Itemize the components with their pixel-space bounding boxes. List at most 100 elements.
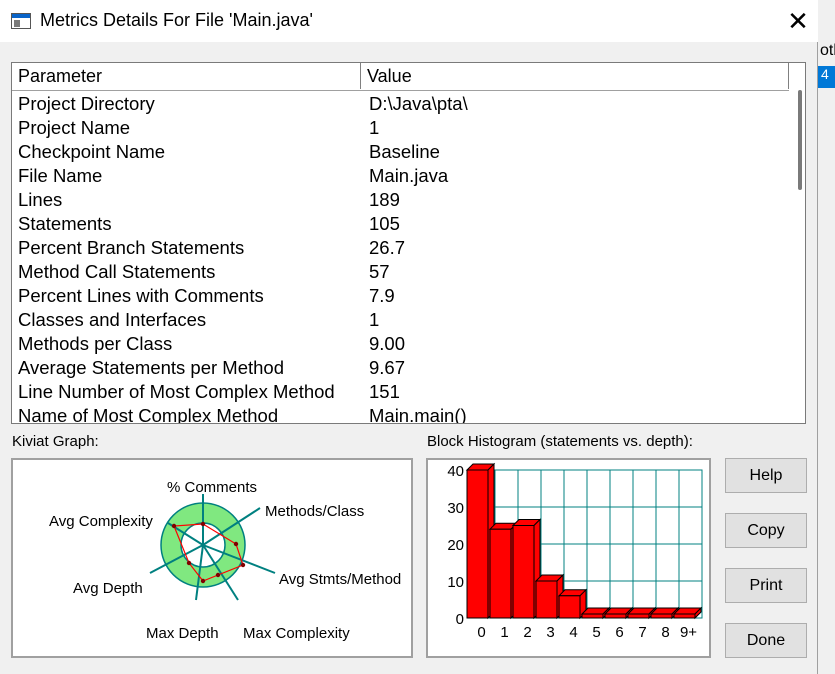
kiviat-graph-panel: % Comments Methods/Class Avg Stmts/Method M… — [11, 458, 413, 658]
column-header-parameter[interactable]: Parameter — [12, 63, 361, 89]
table-row[interactable]: File Name Main.java — [12, 164, 792, 188]
histogram-x-tick-label: 1 — [500, 624, 508, 641]
value-cell: 1 — [369, 309, 380, 330]
background-window-edge: otl 4 — [818, 0, 835, 674]
histogram-x-tick-label: 8 — [661, 624, 669, 641]
kiviat-axis-label: Max Complexity — [243, 625, 350, 642]
parameter-cell: Average Statements per Method — [18, 357, 285, 378]
metrics-table: Parameter Value Project Directory D:\Java… — [11, 62, 806, 424]
value-cell: Main.main() — [369, 405, 467, 424]
kiviat-axis — [149, 544, 204, 574]
value-cell: 151 — [369, 381, 400, 402]
parameter-cell: Percent Branch Statements — [18, 237, 245, 258]
kiviat-graph-label: Kiviat Graph: — [12, 433, 99, 450]
scrollbar-thumb[interactable] — [798, 90, 802, 190]
value-cell: 57 — [369, 261, 390, 282]
kiviat-metric-marker — [186, 560, 192, 566]
kiviat-metric-polygon — [173, 523, 244, 582]
histogram-bar — [650, 613, 673, 619]
kiviat-axis-label: Avg Depth — [73, 580, 143, 597]
parameter-cell: File Name — [18, 165, 103, 186]
table-row[interactable]: Method Call Statements 57 — [12, 260, 792, 284]
metrics-dialog: Metrics Details For File 'Main.java' ✕ P… — [0, 0, 818, 674]
value-cell: Baseline — [369, 141, 440, 162]
kiviat-metric-marker — [240, 562, 246, 568]
kiviat-axis — [202, 507, 261, 546]
table-row[interactable]: Statements 105 — [12, 212, 792, 236]
kiviat-axis-label: Avg Complexity — [49, 513, 153, 530]
kiviat-metric-marker — [200, 578, 206, 584]
value-cell: 9.00 — [369, 333, 406, 354]
table-row[interactable]: Average Statements per Method 9.67 — [12, 356, 792, 380]
close-button[interactable]: ✕ — [780, 6, 816, 36]
table-row[interactable]: Project Name 1 — [12, 116, 792, 140]
histogram-panel: 0 10 20 30 40 0 1 2 3 4 5 6 7 8 9+ — [426, 458, 711, 658]
title-bar: Metrics Details For File 'Main.java' ✕ — [0, 0, 818, 42]
histogram-x-tick-label: 0 — [477, 624, 485, 641]
histogram-bar — [604, 613, 627, 619]
parameter-cell: Lines — [18, 189, 63, 210]
parameter-cell: Checkpoint Name — [18, 141, 166, 162]
histogram-x-tick-label: 6 — [615, 624, 623, 641]
table-header: Parameter Value — [12, 63, 789, 91]
window-app-icon — [11, 13, 31, 29]
kiviat-axis — [202, 544, 239, 601]
value-cell: 7.9 — [369, 285, 395, 306]
vertical-scrollbar[interactable] — [793, 63, 805, 423]
parameter-cell: Method Call Statements — [18, 261, 216, 282]
table-row[interactable]: Methods per Class 9.00 — [12, 332, 792, 356]
histogram-x-tick-label: 7 — [638, 624, 646, 641]
table-row[interactable]: Percent Branch Statements 26.7 — [12, 236, 792, 260]
parameter-cell: Project Directory — [18, 93, 155, 114]
histogram-bar — [489, 528, 512, 619]
histogram-x-tick-label: 5 — [592, 624, 600, 641]
table-row[interactable]: Percent Lines with Comments 7.9 — [12, 284, 792, 308]
kiviat-axis-label: Max Depth — [146, 625, 219, 642]
kiviat-axis-label: Avg Stmts/Method — [279, 571, 401, 588]
copy-button[interactable]: Copy — [725, 513, 807, 548]
table-row[interactable]: Lines 189 — [12, 188, 792, 212]
histogram-x-tick-label: 9+ — [680, 624, 697, 641]
histogram-bar — [535, 580, 558, 619]
kiviat-metric-marker — [233, 541, 239, 547]
kiviat-axis-label: Methods/Class — [265, 503, 364, 520]
histogram-label: Block Histogram (statements vs. depth): — [427, 433, 693, 450]
parameter-cell: Methods per Class — [18, 333, 173, 354]
parameter-cell: Line Number of Most Complex Method — [18, 381, 335, 402]
table-row[interactable]: Project Directory D:\Java\pta\ — [12, 92, 792, 116]
help-button[interactable]: Help — [725, 458, 807, 493]
kiviat-axis — [202, 544, 276, 574]
histogram-bar — [627, 613, 650, 619]
window-title: Metrics Details For File 'Main.java' — [40, 10, 313, 30]
table-row[interactable]: Classes and Interfaces 1 — [12, 308, 792, 332]
table-row[interactable]: Line Number of Most Complex Method 151 — [12, 380, 792, 404]
kiviat-metric-marker — [200, 521, 206, 527]
kiviat-axis — [195, 544, 204, 601]
table-row[interactable]: Checkpoint Name Baseline — [12, 140, 792, 164]
parameter-cell: Project Name — [18, 117, 131, 138]
column-header-value[interactable]: Value — [361, 63, 789, 89]
value-cell: Main.java — [369, 165, 449, 186]
kiviat-metric-marker — [215, 572, 221, 578]
print-button[interactable]: Print — [725, 568, 807, 603]
close-icon: ✕ — [787, 6, 809, 36]
parameter-cell: Percent Lines with Comments — [18, 285, 264, 306]
done-button[interactable]: Done — [725, 623, 807, 658]
value-cell: 26.7 — [369, 237, 406, 258]
kiviat-metric-marker — [171, 523, 177, 529]
histogram-y-tick-label: 0 — [456, 611, 464, 628]
histogram-x-tick-label: 2 — [523, 624, 531, 641]
histogram-bar — [558, 595, 581, 619]
parameter-cell: Statements — [18, 213, 112, 234]
kiviat-axis-label: % Comments — [167, 479, 257, 496]
parameter-cell: Name of Most Complex Method — [18, 405, 279, 424]
histogram-x-tick-label: 4 — [569, 624, 577, 641]
table-row[interactable]: Name of Most Complex Method Main.main() — [12, 404, 792, 424]
value-cell: 189 — [369, 189, 400, 210]
table-rows: Project Directory D:\Java\pta\ Project Nam… — [12, 92, 792, 424]
value-cell: 1 — [369, 117, 380, 138]
histogram-x-tick-label: 3 — [546, 624, 554, 641]
parameter-cell: Classes and Interfaces — [18, 309, 207, 330]
value-cell: 9.67 — [369, 357, 406, 378]
